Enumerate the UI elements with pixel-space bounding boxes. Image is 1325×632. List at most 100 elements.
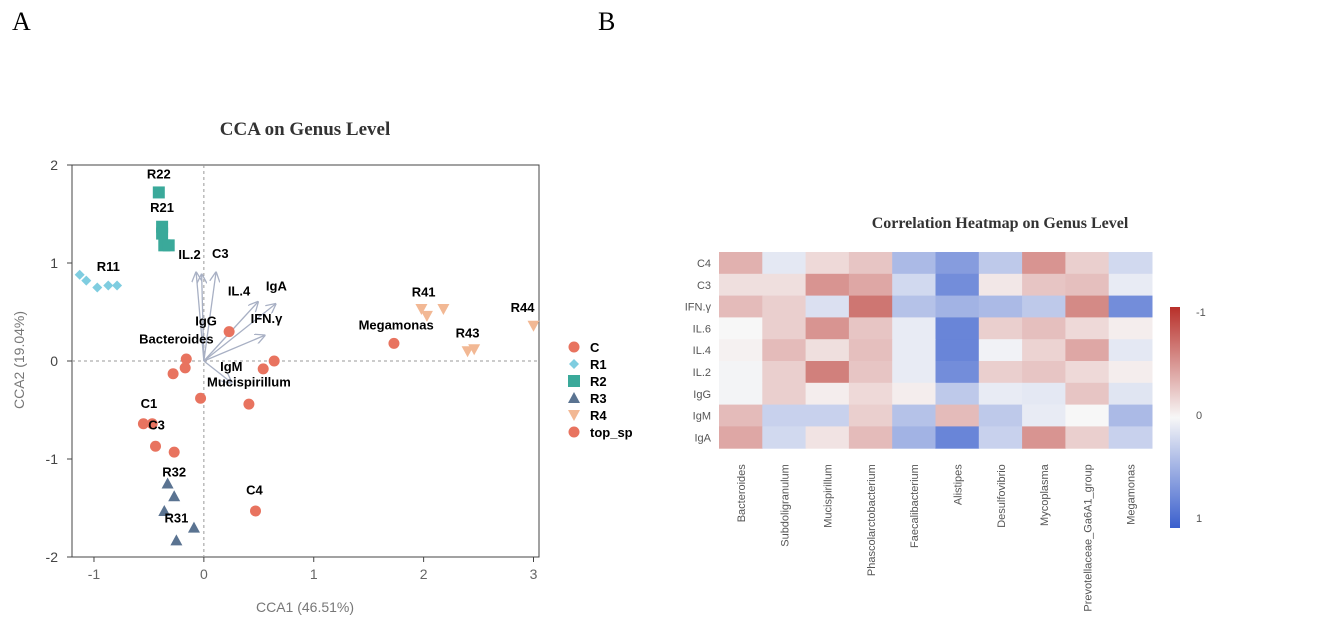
heatmap-cell bbox=[935, 339, 980, 362]
heatmap-cell bbox=[848, 252, 893, 275]
heatmap-cell bbox=[805, 339, 850, 362]
heatmap-cell bbox=[1065, 339, 1110, 362]
heatmap-cell bbox=[762, 382, 807, 406]
y-tick-label: 2 bbox=[50, 157, 58, 173]
heatmap-cell bbox=[935, 252, 980, 275]
column-label: Desulfovibrio bbox=[996, 464, 1008, 528]
point-label: Megamonas bbox=[359, 318, 434, 333]
heatmap-cell bbox=[978, 295, 1023, 318]
heatmap-cell bbox=[719, 361, 763, 384]
heatmap-cell bbox=[892, 382, 936, 406]
heatmap-cell bbox=[1065, 273, 1110, 297]
heatmap-cell bbox=[1108, 273, 1153, 297]
legend-label: R3 bbox=[590, 391, 607, 406]
column-label: Faecalibacterium bbox=[909, 464, 921, 548]
point-label: R22 bbox=[147, 167, 171, 182]
heatmap-cell bbox=[978, 382, 1023, 406]
point-label: C4 bbox=[246, 482, 263, 497]
legend-marker-C bbox=[568, 341, 580, 353]
x-tick-label: -1 bbox=[88, 566, 101, 582]
column-label: Alistipes bbox=[953, 464, 965, 505]
point-top_sp bbox=[179, 362, 191, 374]
heatmap-cell bbox=[762, 295, 807, 318]
arrow-label: IL.2 bbox=[178, 247, 200, 262]
x-tick-label: 2 bbox=[420, 566, 428, 582]
heatmap-cell bbox=[1022, 361, 1066, 384]
cca-xlabel: CCA1 (46.51%) bbox=[256, 599, 354, 615]
heatmap-cell bbox=[892, 273, 936, 297]
legend-marker-R2 bbox=[568, 375, 580, 387]
heatmap-cell bbox=[935, 317, 980, 340]
y-tick-label: 0 bbox=[50, 353, 58, 369]
point-R3 bbox=[158, 504, 171, 516]
heatmap-cell bbox=[1022, 382, 1066, 406]
heatmap-cell bbox=[805, 426, 850, 449]
heatmap-cell bbox=[1108, 426, 1153, 449]
point-R4 bbox=[468, 344, 481, 356]
heatmap-cell bbox=[762, 361, 807, 384]
point-R1 bbox=[112, 280, 123, 291]
heatmap-cell bbox=[762, 426, 807, 449]
legend-label: R1 bbox=[590, 357, 607, 372]
point-R1 bbox=[74, 269, 85, 280]
heatmap-cell bbox=[1022, 273, 1066, 297]
heatmap-cell bbox=[1022, 252, 1066, 275]
heatmap-cell bbox=[935, 426, 980, 449]
point-label: R41 bbox=[412, 284, 436, 299]
heatmap-cell bbox=[978, 273, 1023, 297]
point-R4 bbox=[420, 310, 433, 322]
point-R4 bbox=[415, 304, 428, 316]
point-R4 bbox=[527, 320, 540, 332]
point-R4 bbox=[461, 346, 474, 358]
heatmap-cell bbox=[892, 252, 936, 275]
heatmap-cell bbox=[892, 295, 936, 318]
heatmap-cell bbox=[805, 252, 850, 275]
heatmap-cell bbox=[1108, 295, 1153, 318]
row-label: IFN.γ bbox=[685, 302, 712, 314]
heatmap-cell bbox=[1022, 317, 1066, 340]
row-label: IL.6 bbox=[693, 323, 711, 335]
env-arrow-C3 bbox=[203, 273, 216, 362]
point-R2 bbox=[156, 227, 169, 240]
heatmap-cell bbox=[805, 361, 850, 384]
column-label: Phascolarctobacterium bbox=[866, 464, 878, 576]
heatmap-cell bbox=[1065, 361, 1110, 384]
x-tick-label: 3 bbox=[530, 566, 538, 582]
point-C bbox=[137, 418, 149, 430]
point-top_sp bbox=[243, 398, 255, 410]
row-label: IL.2 bbox=[693, 367, 711, 379]
column-label: Prevotellaceae_Ga6A1_group bbox=[1082, 464, 1094, 611]
heatmap-cell bbox=[935, 382, 980, 406]
row-label: C3 bbox=[697, 280, 711, 292]
legend-label: top_sp bbox=[590, 425, 633, 440]
heatmap-cell bbox=[978, 404, 1023, 427]
legend-marker-R3 bbox=[568, 392, 580, 403]
heatmap-cell bbox=[1022, 404, 1066, 427]
heatmap: C4 C3 IFN.γ IL.6 IL.4 IL.2 IgG IgM IgA Bacteroide… bbox=[685, 252, 1206, 612]
heatmap-cell bbox=[1022, 295, 1066, 318]
heatmap-cell bbox=[848, 361, 893, 384]
heatmap-cell bbox=[719, 317, 763, 340]
heatmap-cell bbox=[1065, 252, 1110, 275]
heatmap-cell bbox=[719, 339, 763, 362]
point-R1 bbox=[103, 280, 114, 291]
heatmap-cell bbox=[892, 361, 936, 384]
heatmap-cell bbox=[892, 426, 936, 449]
heatmap-cell bbox=[762, 339, 807, 362]
env-arrow-IL.2 bbox=[196, 273, 205, 362]
y-tick-label: -1 bbox=[46, 451, 59, 467]
cca-ylabel: CCA2 (19.04%) bbox=[11, 311, 27, 409]
point-top_sp bbox=[388, 337, 400, 349]
heatmap-cell bbox=[719, 382, 763, 406]
point-R3 bbox=[168, 490, 181, 502]
point-label: Mucispirillum bbox=[207, 374, 291, 389]
point-top_sp bbox=[257, 363, 269, 375]
column-label: Bacteroides bbox=[736, 464, 748, 523]
heatmap-cell bbox=[719, 252, 763, 275]
point-label: C1 bbox=[141, 396, 158, 411]
panel-label-b: B bbox=[598, 7, 615, 36]
heatmap-cell bbox=[935, 295, 980, 318]
heatmap-cell bbox=[848, 317, 893, 340]
point-R4 bbox=[437, 304, 450, 316]
